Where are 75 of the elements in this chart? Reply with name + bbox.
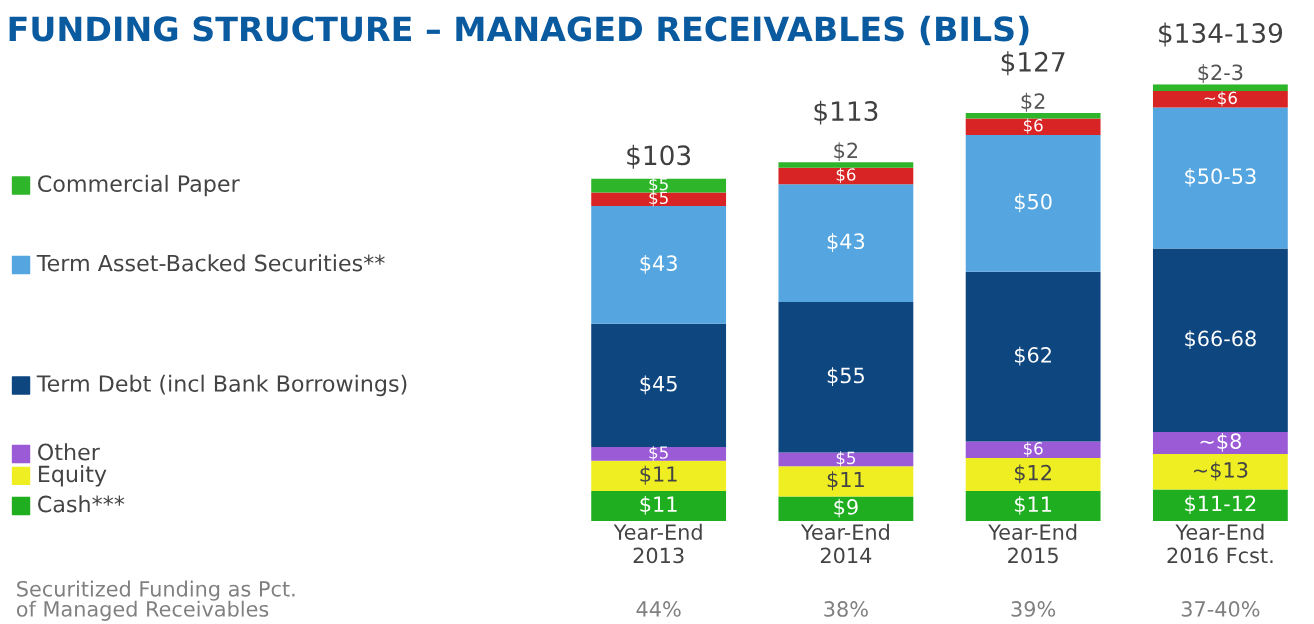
- bar: [965, 134, 1101, 272]
- bar: [778, 496, 914, 522]
- annotation: $113: [814, 100, 878, 125]
- legend-label: Commercial Paper: [38, 174, 240, 197]
- bar: [778, 162, 914, 168]
- data-label: $66-68: [1185, 330, 1256, 350]
- data-label: $6: [836, 167, 856, 184]
- text: 37-40%: [1181, 601, 1260, 617]
- bar: [965, 271, 1101, 442]
- annotation: $103: [627, 144, 691, 169]
- legend-label: Equity: [38, 465, 107, 487]
- bar: [1152, 248, 1288, 433]
- bar: [965, 490, 1101, 522]
- data-label: $6: [1023, 118, 1043, 134]
- data-label: $11: [640, 495, 677, 515]
- data-label: $5: [649, 177, 668, 193]
- data-label: $11-12: [1185, 495, 1256, 515]
- data-label: $45: [640, 375, 677, 395]
- x-tick-label: Year-End 2014: [800, 523, 889, 564]
- data-label: $50-53: [1185, 167, 1256, 187]
- bar: [1152, 107, 1288, 249]
- data-label: $6: [1023, 441, 1043, 457]
- bar: [1152, 489, 1288, 522]
- bar: [591, 460, 727, 491]
- x-tick-label: Year-End 2016 Fcst.: [1167, 523, 1273, 564]
- bar: [778, 452, 914, 467]
- text: $134-139: [1159, 22, 1283, 47]
- data-label: $11: [1014, 495, 1052, 515]
- bar: [778, 167, 914, 185]
- bar: [591, 178, 727, 193]
- data-label: $2-3: [1198, 64, 1243, 83]
- data-label: $50: [1014, 193, 1052, 213]
- data-label: $11: [827, 471, 864, 491]
- x-tick-label: Year-End 2013: [613, 523, 702, 564]
- bar: [778, 466, 914, 497]
- bar: [591, 206, 727, 324]
- text: $127: [1001, 51, 1065, 76]
- bar: [591, 192, 727, 207]
- bar: [1152, 91, 1288, 108]
- data-label: ~$8: [1200, 432, 1241, 452]
- x-tick-label: Year-End 2015: [988, 523, 1077, 564]
- data-label: $9: [834, 498, 858, 518]
- data-label: $2: [834, 142, 858, 162]
- text: 38%: [824, 601, 868, 617]
- data-label: $2: [1021, 92, 1045, 112]
- text: Securitized Funding as Pct. of Managed Receivables: [16, 580, 295, 621]
- data-label: ~$13: [1193, 461, 1248, 481]
- bar: [591, 490, 727, 522]
- bar: [591, 323, 727, 448]
- data-label: $5: [649, 445, 668, 461]
- bar: [1152, 432, 1288, 454]
- data-label: $55: [827, 367, 864, 387]
- bar: [778, 301, 914, 453]
- data-label: $62: [1014, 346, 1051, 366]
- bar: [591, 447, 727, 461]
- data-label: $5: [649, 191, 668, 207]
- text: 44%: [636, 601, 681, 617]
- data-label: $43: [827, 232, 865, 252]
- text: 39%: [1011, 601, 1056, 617]
- bar: [778, 184, 914, 302]
- chart-title: FUNDING STRUCTURE – MANAGED RECEIVABLES (BILS): [9, 15, 1029, 46]
- bar: [1152, 453, 1288, 490]
- bar: [965, 441, 1101, 459]
- data-label: $43: [640, 254, 677, 274]
- data-label: $11: [640, 465, 677, 485]
- bar: [965, 112, 1101, 119]
- data-label: $12: [1014, 464, 1051, 484]
- data-label: $5: [836, 451, 856, 467]
- legend-label: Other: [38, 443, 100, 461]
- bar: [965, 458, 1101, 491]
- legend-label: Term Asset-Backed Securities**: [36, 254, 385, 272]
- bar: [965, 118, 1101, 135]
- legend-label: Term Debt (incl Bank Borrowings): [36, 374, 407, 397]
- data-label: ~$6: [1204, 91, 1237, 107]
- legend-label: Cash***: [38, 495, 125, 513]
